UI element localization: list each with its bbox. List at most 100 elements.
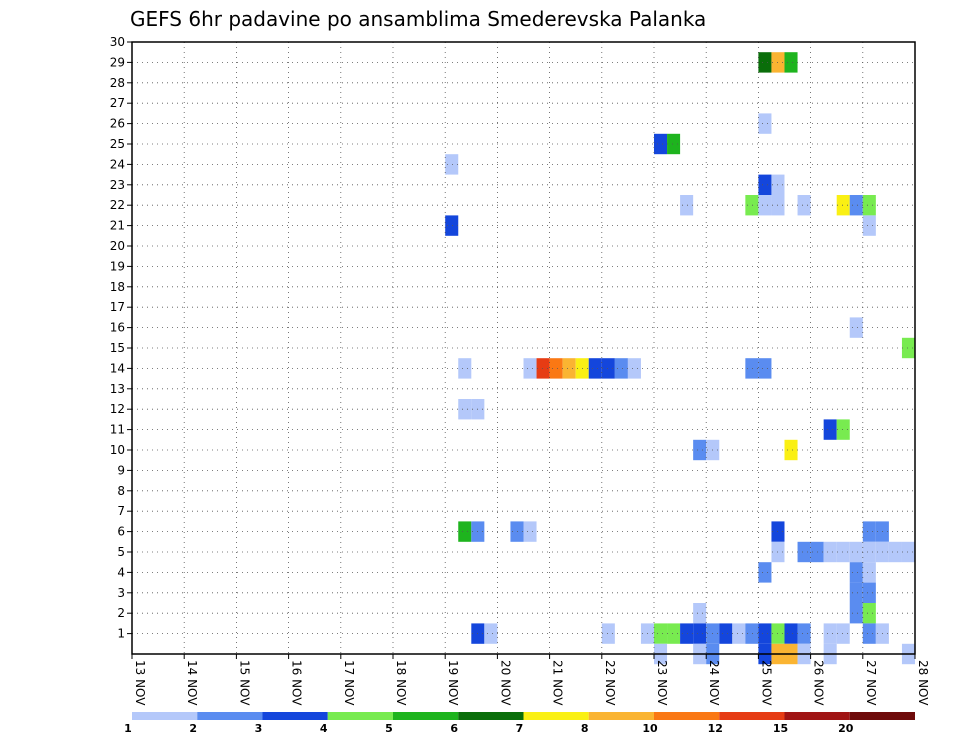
legend-label: 2 (189, 722, 197, 735)
y-tick-label: 23 (110, 178, 125, 192)
heatmap-cell (823, 541, 837, 563)
y-tick-label: 28 (110, 76, 125, 90)
heatmap-cell (562, 358, 576, 379)
y-axis: 1234567891011121314151617181920212223242… (110, 35, 132, 641)
plot-frame (131, 41, 916, 655)
heatmap-cell (745, 358, 759, 379)
legend-label: 3 (255, 722, 263, 735)
heatmap-cell (758, 113, 772, 134)
legend-label: 4 (320, 722, 328, 735)
heatmap-cell (849, 541, 863, 563)
y-tick-label: 17 (110, 300, 125, 314)
x-axis: 13 NOV 14 NOV 15 NOV 16 NOV 17 NOV 18 NOV 19 N… (131, 654, 930, 706)
heatmap-cell (601, 623, 615, 644)
legend-label: 12 (708, 722, 723, 735)
heatmap-cell (797, 195, 811, 216)
heatmap-cell (862, 582, 876, 603)
y-tick-label: 24 (110, 157, 125, 171)
y-tick-label: 20 (110, 239, 125, 253)
legend-swatch (784, 712, 850, 720)
grid-layer (132, 42, 915, 654)
cells-layer (445, 52, 915, 665)
y-tick-label: 25 (110, 137, 125, 151)
legend-label: 6 (450, 722, 458, 735)
heatmap-cell (614, 358, 628, 379)
heatmap-cell (627, 358, 641, 379)
y-tick-label: 4 (117, 565, 125, 579)
heatmap-cell (588, 358, 602, 379)
heatmap-cell (654, 623, 668, 644)
x-tick-label: 13 NOV (133, 660, 147, 706)
heatmap-cell (667, 133, 681, 155)
heatmap-cell (797, 623, 811, 644)
heatmap-cell (797, 541, 811, 563)
heatmap-cell (536, 358, 550, 379)
heatmap-cell (836, 541, 850, 563)
heatmap-cell (693, 623, 707, 644)
y-tick-label: 18 (110, 280, 125, 294)
legend-label: 5 (385, 722, 393, 735)
y-tick-label: 6 (117, 525, 125, 539)
heatmap-cell (458, 358, 472, 379)
heatmap-cell (862, 603, 876, 624)
heatmap-cell (758, 562, 772, 583)
heatmap-cell (680, 195, 694, 216)
legend-label: 8 (581, 722, 589, 735)
x-tick-label: 16 NOV (290, 660, 304, 706)
x-tick-label: 17 NOV (342, 660, 356, 706)
heatmap-cell (758, 174, 772, 195)
heatmap-cell (758, 623, 772, 644)
y-tick-label: 10 (110, 443, 125, 457)
x-tick-label: 20 NOV (498, 660, 512, 706)
heatmap-cell (836, 623, 850, 644)
x-tick-label: 24 NOV (707, 660, 721, 706)
legend-swatch (458, 712, 524, 720)
y-tick-label: 22 (110, 198, 125, 212)
x-tick-label: 14 NOV (185, 660, 199, 706)
legend-label: 20 (838, 722, 854, 735)
heatmap-cell (732, 623, 746, 644)
heatmap-cell (849, 195, 863, 216)
heatmap-cell (445, 154, 459, 175)
legend-label: 7 (516, 722, 524, 735)
y-tick-label: 26 (110, 117, 125, 131)
heatmap-cell (901, 337, 915, 359)
x-tick-label: 25 NOV (759, 660, 773, 706)
heatmap-cell (549, 358, 563, 379)
legend: 1 2 3 4 5 6 7 8 10 12 15 20 (124, 712, 915, 735)
legend-swatch (719, 712, 785, 720)
legend-swatch (849, 712, 915, 720)
heatmap-cell (745, 195, 759, 216)
y-tick-label: 1 (117, 627, 125, 641)
heatmap-cell (680, 623, 694, 644)
heatmap-cell (745, 623, 759, 644)
heatmap-cell (836, 419, 850, 440)
y-tick-label: 7 (117, 504, 125, 518)
legend-label: 10 (642, 722, 658, 735)
legend-swatch (654, 712, 720, 720)
heatmap-cell (888, 541, 902, 563)
y-tick-label: 15 (110, 341, 125, 355)
y-tick-label: 19 (110, 259, 125, 273)
heatmap-cell (862, 541, 876, 563)
chart-title: GEFS 6hr padavine po ansamblima Smederev… (130, 7, 706, 31)
y-tick-label: 30 (110, 35, 125, 49)
y-tick-label: 16 (110, 321, 125, 335)
heatmap-cell (862, 195, 876, 216)
heatmap-cell (445, 215, 459, 236)
x-tick-label: 21 NOV (551, 660, 565, 706)
heatmap-cell (849, 562, 863, 583)
y-tick-label: 3 (117, 586, 125, 600)
heatmap-cell (784, 439, 798, 461)
heatmap-cell (901, 541, 915, 563)
heatmap-cell (784, 623, 798, 644)
legend-swatch (393, 712, 459, 720)
x-tick-label: 27 NOV (864, 660, 878, 706)
heatmap-cell (758, 358, 772, 379)
legend-swatch (197, 712, 263, 720)
x-tick-label: 22 NOV (603, 660, 617, 706)
y-tick-label: 29 (110, 55, 125, 69)
heatmap-cell (693, 439, 707, 461)
y-tick-label: 11 (110, 423, 125, 437)
x-tick-label: 18 NOV (394, 660, 408, 706)
